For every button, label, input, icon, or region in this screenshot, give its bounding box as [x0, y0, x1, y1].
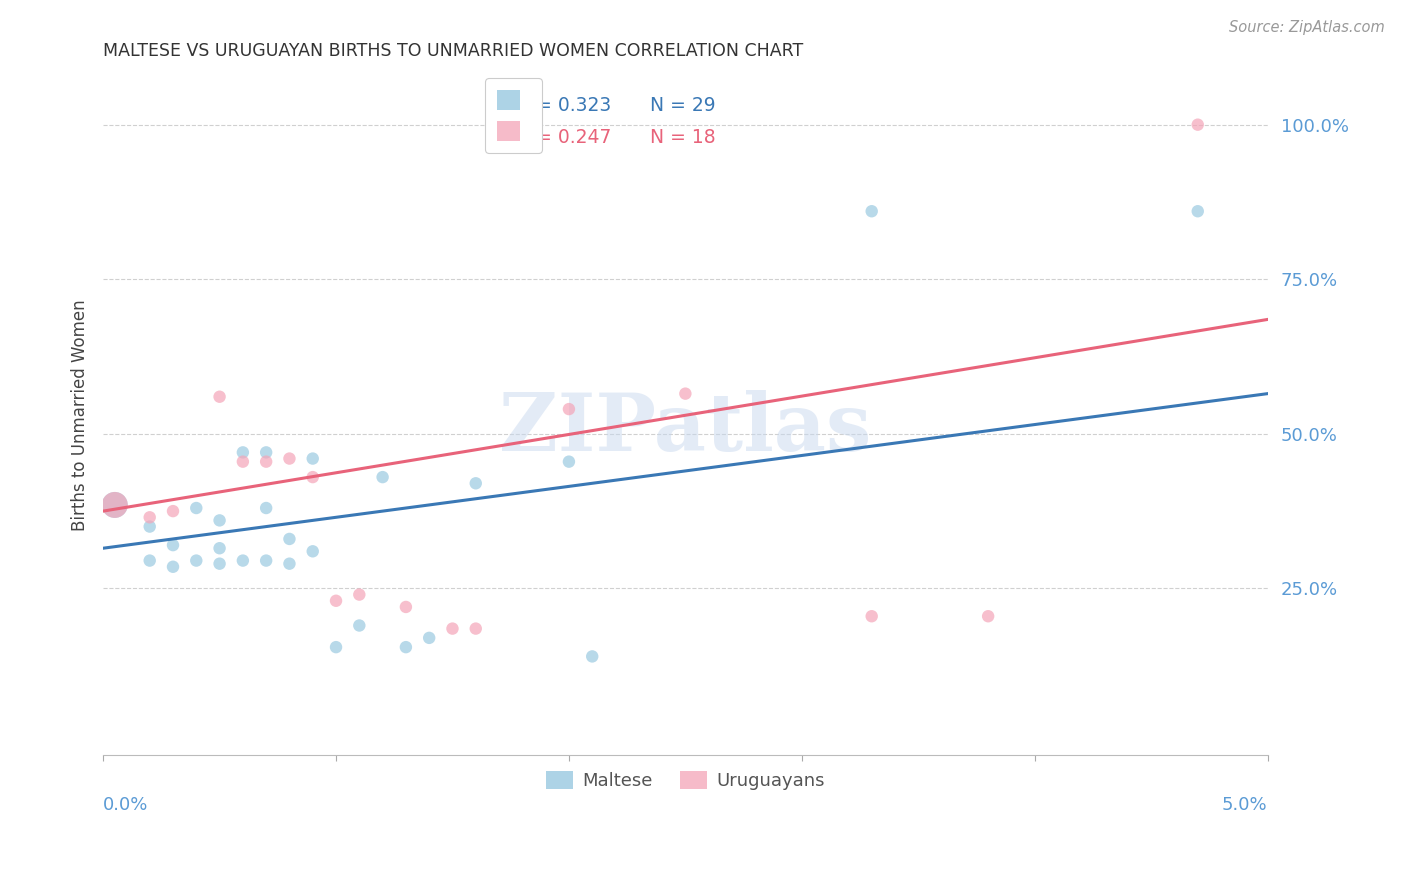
- Point: [977, 609, 1000, 624]
- Point: [395, 599, 418, 614]
- Point: [138, 553, 160, 567]
- Point: [1187, 118, 1209, 132]
- Point: [232, 455, 254, 469]
- Point: [860, 609, 883, 624]
- Point: [162, 504, 184, 518]
- Point: [558, 455, 581, 469]
- Point: [208, 557, 231, 571]
- Point: [138, 510, 160, 524]
- Text: N = 18: N = 18: [651, 128, 716, 147]
- Point: [254, 455, 277, 469]
- Point: [860, 204, 883, 219]
- Point: [104, 498, 127, 512]
- Point: [418, 631, 440, 645]
- Text: R = 0.247: R = 0.247: [516, 128, 610, 147]
- Point: [581, 649, 603, 664]
- Point: [208, 541, 231, 556]
- Legend: Maltese, Uruguayans: Maltese, Uruguayans: [538, 764, 832, 797]
- Point: [558, 402, 581, 417]
- Point: [349, 588, 371, 602]
- Point: [278, 532, 301, 546]
- Text: 5.0%: 5.0%: [1222, 797, 1268, 814]
- Point: [186, 501, 208, 516]
- Point: [254, 445, 277, 459]
- Point: [1187, 204, 1209, 219]
- Point: [464, 476, 486, 491]
- Point: [325, 594, 347, 608]
- Point: [278, 451, 301, 466]
- Point: [301, 451, 323, 466]
- Text: ZIPatlas: ZIPatlas: [499, 390, 872, 468]
- Point: [186, 553, 208, 567]
- Point: [104, 498, 127, 512]
- Point: [138, 519, 160, 533]
- Point: [254, 553, 277, 567]
- Point: [395, 640, 418, 654]
- Point: [673, 386, 696, 401]
- Point: [162, 559, 184, 574]
- Text: Source: ZipAtlas.com: Source: ZipAtlas.com: [1229, 20, 1385, 35]
- Text: 0.0%: 0.0%: [103, 797, 149, 814]
- Point: [232, 445, 254, 459]
- Y-axis label: Births to Unmarried Women: Births to Unmarried Women: [72, 300, 89, 531]
- Point: [301, 470, 323, 484]
- Point: [208, 390, 231, 404]
- Text: MALTESE VS URUGUAYAN BIRTHS TO UNMARRIED WOMEN CORRELATION CHART: MALTESE VS URUGUAYAN BIRTHS TO UNMARRIED…: [103, 42, 803, 60]
- Point: [441, 622, 464, 636]
- Point: [254, 501, 277, 516]
- Point: [325, 640, 347, 654]
- Point: [278, 557, 301, 571]
- Point: [349, 618, 371, 632]
- Text: R = 0.323: R = 0.323: [516, 96, 610, 115]
- Point: [301, 544, 323, 558]
- Point: [232, 553, 254, 567]
- Point: [371, 470, 394, 484]
- Point: [208, 513, 231, 527]
- Text: N = 29: N = 29: [651, 96, 716, 115]
- Point: [162, 538, 184, 552]
- Point: [464, 622, 486, 636]
